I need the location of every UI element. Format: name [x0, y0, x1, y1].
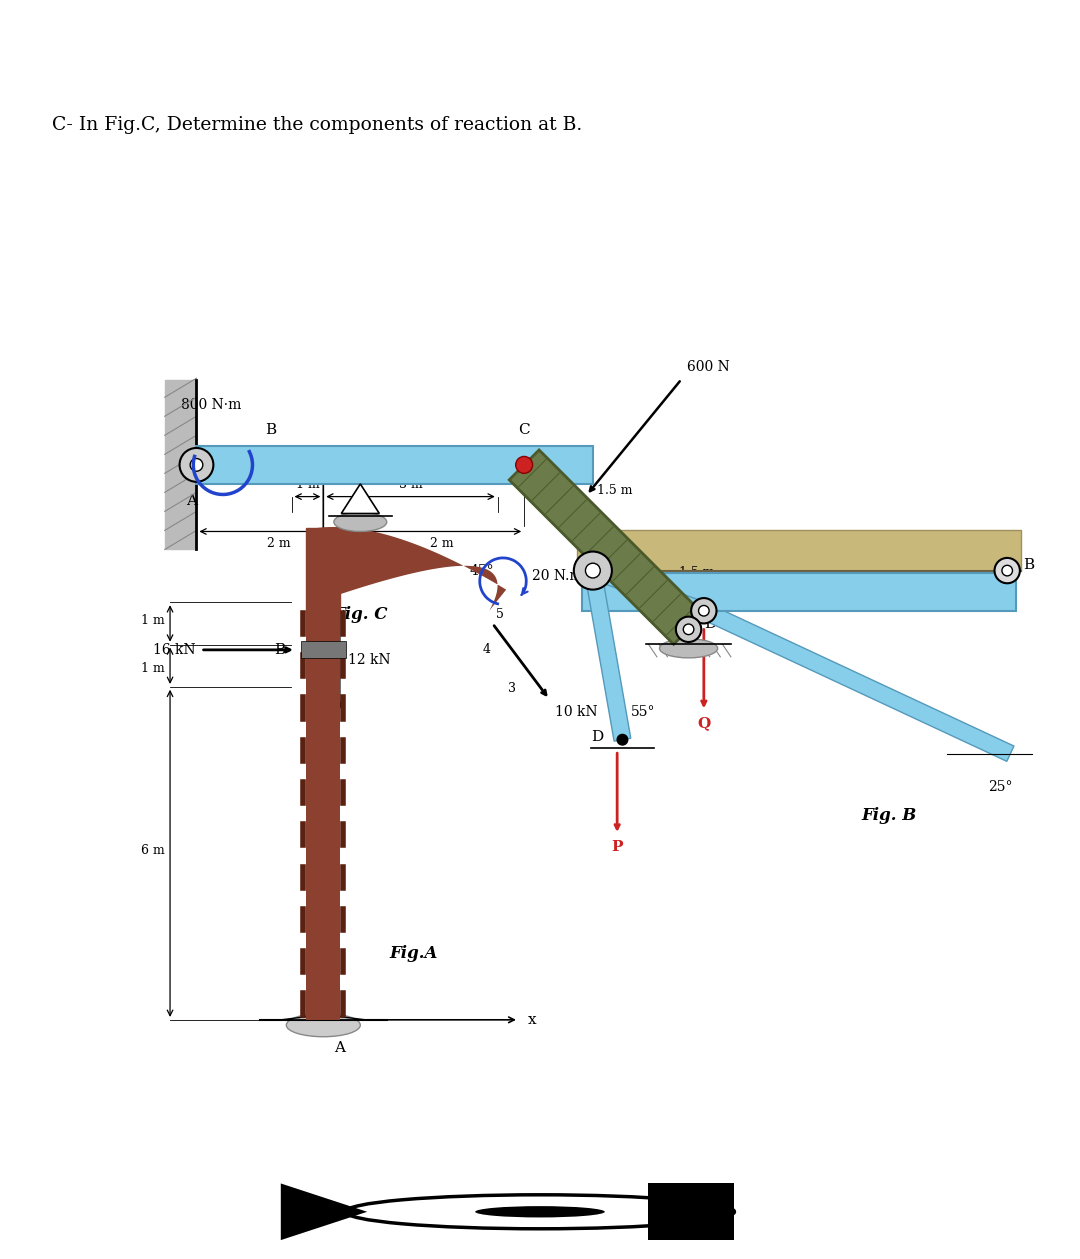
- Circle shape: [179, 448, 214, 482]
- Circle shape: [995, 558, 1020, 583]
- Polygon shape: [165, 380, 197, 549]
- Circle shape: [190, 458, 203, 471]
- Text: 5: 5: [496, 608, 503, 622]
- Ellipse shape: [286, 1013, 361, 1036]
- Text: Fig. B: Fig. B: [861, 807, 917, 825]
- Text: 1.5 m: 1.5 m: [679, 565, 715, 579]
- Text: 1.5 m: 1.5 m: [597, 483, 633, 496]
- Polygon shape: [281, 1015, 366, 1020]
- Text: 45°: 45°: [470, 564, 495, 578]
- Text: 12 kN: 12 kN: [348, 653, 390, 667]
- Text: B: B: [1023, 558, 1035, 573]
- Text: 1 m: 1 m: [141, 662, 165, 675]
- Circle shape: [699, 606, 710, 616]
- Polygon shape: [341, 483, 379, 514]
- Text: 10 kN: 10 kN: [555, 705, 597, 719]
- Text: Q: Q: [698, 716, 711, 730]
- Polygon shape: [590, 563, 706, 618]
- Circle shape: [1002, 565, 1012, 575]
- Text: 1 m: 1 m: [296, 478, 320, 491]
- Ellipse shape: [334, 512, 387, 531]
- Polygon shape: [584, 569, 631, 742]
- Bar: [577, 530, 1021, 570]
- Bar: [197, 446, 593, 483]
- Polygon shape: [509, 449, 703, 645]
- Text: 16 kN: 16 kN: [152, 643, 195, 657]
- Circle shape: [585, 563, 600, 578]
- Text: 25°: 25°: [987, 781, 1012, 794]
- Text: Fig.A: Fig.A: [389, 944, 437, 962]
- Text: C- In Fig.C, Determine the components of reaction at B.: C- In Fig.C, Determine the components of…: [52, 116, 582, 133]
- Circle shape: [515, 457, 532, 473]
- Text: Fig. C: Fig. C: [333, 607, 388, 623]
- Circle shape: [573, 551, 612, 589]
- Text: 2 m: 2 m: [267, 536, 291, 550]
- Text: 3 m: 3 m: [399, 478, 422, 491]
- Text: D: D: [704, 617, 717, 631]
- Text: C: C: [518, 423, 530, 437]
- Text: A: A: [186, 495, 197, 509]
- Text: B: B: [274, 643, 285, 657]
- Polygon shape: [307, 529, 340, 613]
- Text: 4: 4: [483, 643, 490, 656]
- Text: D: D: [591, 729, 604, 744]
- Text: 2 m: 2 m: [431, 536, 454, 550]
- Polygon shape: [700, 603, 1014, 762]
- Polygon shape: [315, 528, 507, 611]
- Circle shape: [475, 1206, 605, 1217]
- Text: 20 N.m: 20 N.m: [531, 569, 582, 583]
- Text: B: B: [265, 423, 276, 437]
- Text: C: C: [713, 588, 724, 602]
- Text: 6 m: 6 m: [141, 845, 165, 857]
- Bar: [301, 641, 346, 658]
- Ellipse shape: [660, 638, 717, 658]
- Text: 800 N·m: 800 N·m: [180, 398, 241, 412]
- Bar: [648, 1183, 734, 1240]
- Text: A: A: [602, 544, 612, 558]
- Text: P: P: [611, 840, 623, 854]
- Text: y: y: [319, 446, 327, 460]
- Circle shape: [684, 624, 693, 635]
- Bar: [582, 573, 1015, 611]
- Text: x: x: [527, 1012, 536, 1027]
- Circle shape: [617, 734, 627, 745]
- Circle shape: [676, 617, 701, 642]
- Text: 3: 3: [509, 681, 516, 695]
- Circle shape: [691, 598, 716, 623]
- Bar: [307, 587, 340, 1020]
- Text: 55°: 55°: [631, 705, 656, 719]
- Polygon shape: [281, 1183, 367, 1240]
- Text: 1 m: 1 m: [141, 614, 165, 627]
- Text: A: A: [334, 1041, 345, 1055]
- Text: 600 N: 600 N: [687, 360, 730, 374]
